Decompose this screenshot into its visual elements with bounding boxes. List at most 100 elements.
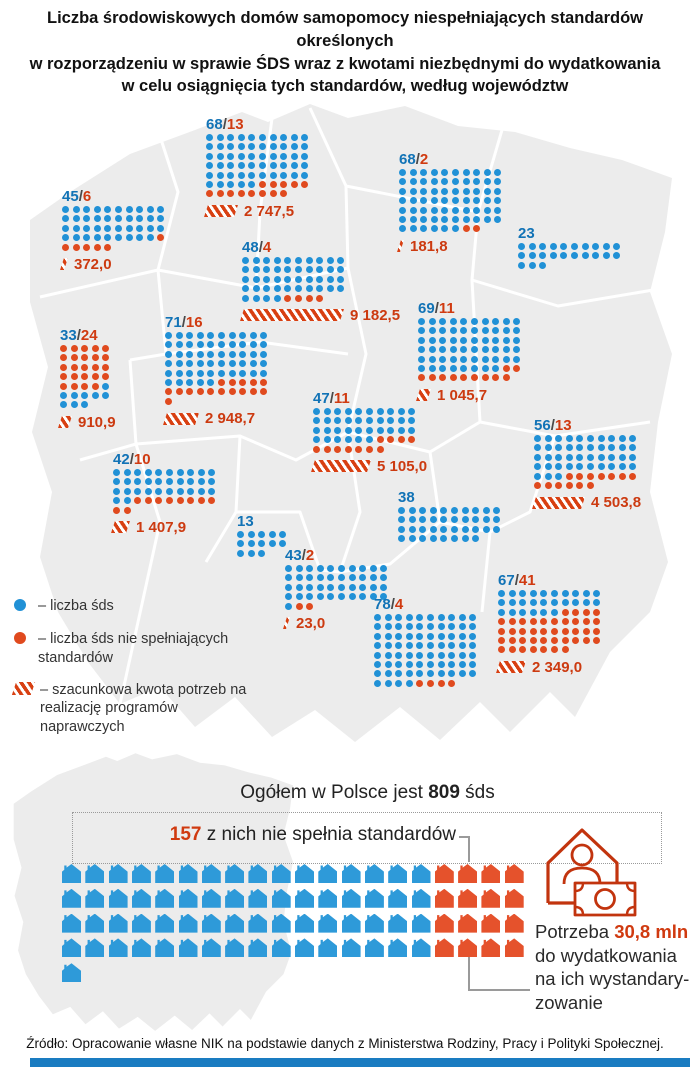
sds-dot-substandard — [62, 243, 69, 251]
sds-dot — [186, 332, 194, 339]
sds-dot — [420, 215, 428, 223]
sds-dot — [408, 417, 416, 425]
sds-dot — [416, 632, 424, 640]
sds-dot-substandard — [519, 646, 527, 654]
dot-row — [165, 350, 271, 360]
sds-dot-substandard — [544, 481, 552, 489]
sds-dot — [441, 169, 449, 176]
sds-dot — [237, 171, 245, 179]
house-icon-substandard — [434, 938, 454, 958]
sds-dot — [469, 632, 477, 640]
sds-dot — [316, 285, 324, 293]
sds-dot — [263, 294, 271, 302]
dot-row — [518, 252, 624, 261]
house-icon — [341, 864, 361, 883]
sds-dot — [437, 614, 445, 621]
sds-dot — [249, 350, 257, 358]
sds-dot — [448, 623, 456, 631]
funding-amount: 5 105,0 — [377, 457, 428, 475]
sds-dot — [280, 152, 288, 160]
region-cluster-67-41: 67/41 2 349,0 — [496, 572, 604, 676]
sds-dot — [196, 378, 204, 386]
sds-dot-substandard — [593, 608, 601, 616]
sds-dot-substandard — [416, 679, 424, 687]
sds-dot — [502, 336, 510, 344]
sds-dot — [420, 225, 428, 233]
funding-amount: 9 182,5 — [350, 306, 401, 324]
sds-dot — [618, 435, 626, 442]
sds-dot — [518, 252, 525, 260]
sds-dot — [408, 516, 416, 524]
sds-dot — [248, 171, 256, 179]
sds-dot — [483, 187, 491, 195]
sds-dot — [449, 327, 457, 335]
funding-need: 9 182,5 — [240, 306, 401, 324]
house-icon — [155, 913, 175, 933]
need-amount: 30,8 mln — [614, 921, 689, 942]
cluster-label: 47/11 — [313, 390, 350, 407]
sds-dot-substandard — [498, 636, 505, 644]
sds-dot — [469, 660, 477, 668]
sds-dot-substandard — [460, 374, 468, 382]
sds-dot-substandard — [81, 345, 89, 352]
sds-dot — [359, 565, 367, 572]
sds-dot — [263, 257, 271, 264]
sds-dot — [418, 355, 425, 363]
sds-dot — [344, 408, 352, 415]
sds-dot — [384, 679, 392, 687]
house-icon-substandard — [481, 913, 501, 933]
sds-dot — [365, 436, 373, 444]
sds-dot — [441, 225, 449, 233]
sds-dot — [70, 391, 78, 399]
sds-dot — [384, 614, 392, 621]
cluster-label: 45/6 — [62, 188, 92, 205]
sds-dot-substandard — [365, 445, 373, 453]
sds-dot-substandard — [355, 445, 363, 453]
sds-dot-substandard — [228, 388, 236, 396]
sds-dot — [374, 642, 381, 650]
sds-dot — [316, 593, 324, 601]
sds-dot — [313, 417, 320, 425]
sds-dot — [260, 341, 268, 349]
sds-dot — [450, 507, 458, 514]
sds-dot — [327, 574, 335, 582]
region-cluster-23: 23 — [518, 225, 624, 271]
sds-dot — [313, 436, 320, 444]
sds-dot — [397, 426, 405, 434]
dot-row — [242, 294, 400, 304]
sds-dot — [316, 266, 324, 274]
sds-dot-substandard — [102, 363, 110, 371]
legend: – liczba śds – liczba śds nie spełniając… — [11, 597, 269, 750]
sds-dot-substandard — [165, 397, 172, 405]
dot-row — [60, 345, 116, 354]
legend-label-total: – liczba śds — [38, 598, 114, 614]
sds-dot-substandard — [91, 363, 99, 371]
connector-line — [468, 989, 530, 991]
funding-amount: 2 948,7 — [205, 410, 256, 428]
sds-dot — [242, 275, 249, 283]
sds-dot — [196, 332, 204, 339]
sds-dot-substandard — [449, 374, 457, 382]
funding-need: 2 948,7 — [163, 410, 271, 428]
sds-dot — [237, 152, 245, 160]
sds-dot — [483, 169, 491, 176]
sds-dot — [337, 583, 345, 591]
sds-dot — [284, 266, 292, 274]
sds-dot-substandard — [260, 378, 268, 386]
cluster-label: 71/16 — [165, 314, 203, 331]
sds-dot — [519, 599, 527, 607]
sds-dot-substandard — [513, 364, 521, 372]
sds-dot — [576, 435, 584, 442]
sds-dot — [494, 187, 502, 195]
dot-row — [285, 565, 391, 574]
sds-dot — [384, 660, 392, 668]
house-icon-substandard — [504, 938, 524, 958]
sds-dot — [608, 444, 616, 452]
dot-row — [242, 275, 400, 285]
sds-dot-substandard — [284, 294, 292, 302]
sds-dot-substandard — [60, 382, 67, 390]
sds-dot-substandard — [618, 472, 626, 480]
sds-dot — [481, 346, 489, 354]
sds-dot — [217, 369, 225, 377]
sds-dot-substandard — [269, 180, 277, 188]
